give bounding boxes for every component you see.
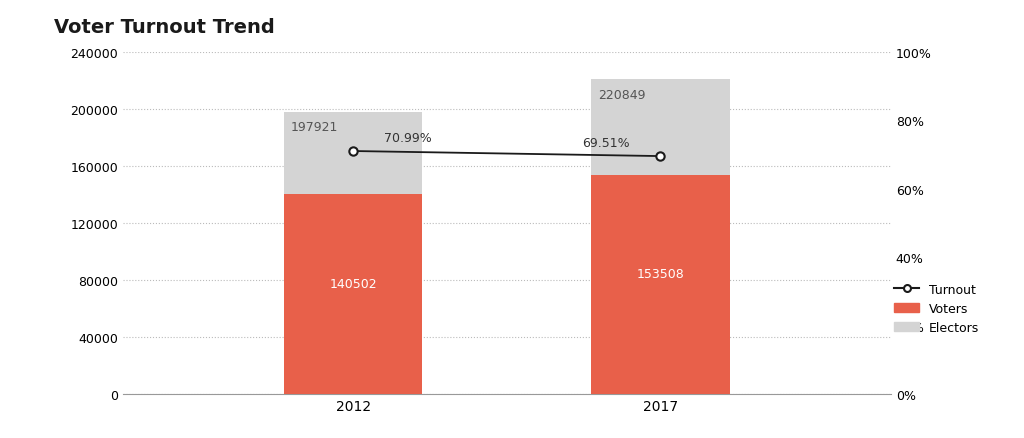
Text: 197921: 197921	[291, 121, 339, 134]
Text: 69.51%: 69.51%	[582, 137, 630, 150]
Text: Voter Turnout Trend: Voter Turnout Trend	[53, 18, 274, 37]
Bar	[284, 113, 422, 394]
Text: 70.99%: 70.99%	[384, 132, 432, 145]
Text: 140502: 140502	[330, 278, 377, 291]
Bar	[284, 194, 422, 394]
Bar	[592, 176, 729, 394]
Text: 220849: 220849	[598, 88, 646, 101]
Text: 153508: 153508	[637, 268, 684, 280]
Legend: Turnout, Voters, Electors: Turnout, Voters, Electors	[889, 278, 984, 339]
Bar	[592, 80, 729, 394]
